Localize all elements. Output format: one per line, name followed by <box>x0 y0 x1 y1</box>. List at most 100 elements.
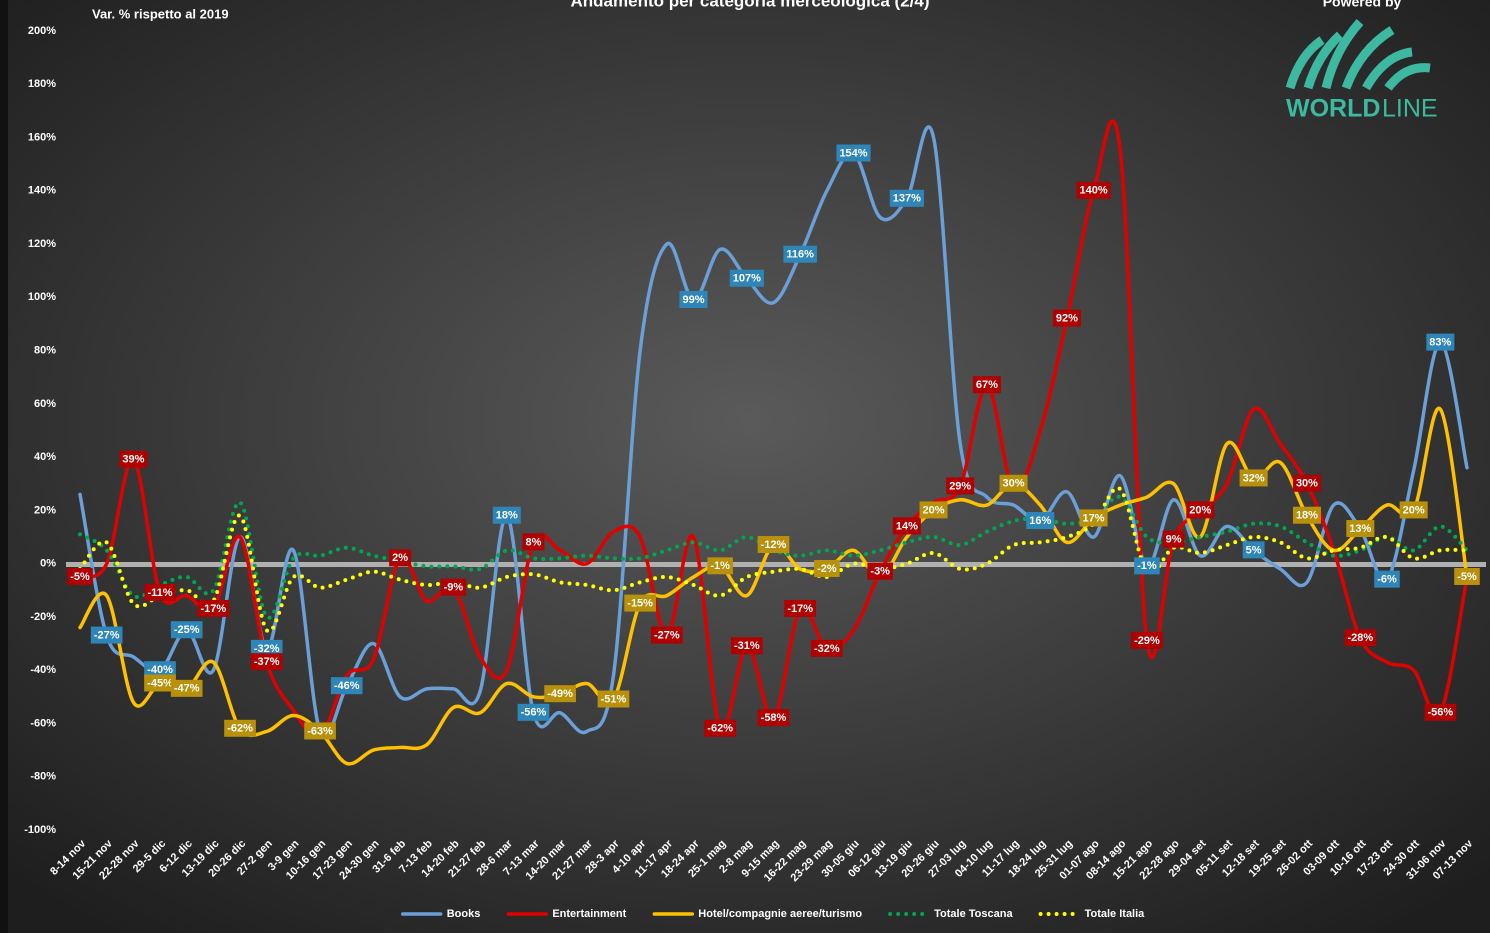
data-label-box <box>1162 530 1185 548</box>
y-tick-label: -60% <box>30 717 56 729</box>
data-label-box <box>170 621 203 639</box>
data-label-text: -12% <box>761 539 787 551</box>
data-label-text: -31% <box>734 640 760 652</box>
data-label-text: -37% <box>254 656 280 668</box>
data-label-text: 30% <box>1003 478 1025 490</box>
data-label: -2% <box>814 559 840 577</box>
data-label-text: -3% <box>870 566 890 578</box>
data-label: -62% <box>224 719 256 737</box>
data-label-box <box>836 144 871 162</box>
data-label: -28% <box>1344 629 1377 647</box>
data-label-text: -51% <box>601 693 627 705</box>
data-label-box <box>889 189 924 207</box>
data-label: -9% <box>440 578 467 596</box>
data-label-text: -5% <box>70 571 90 583</box>
data-label-box <box>1399 501 1428 519</box>
data-label-text: 39% <box>122 454 144 466</box>
data-label: 18% <box>1292 506 1321 524</box>
data-label-text: 107% <box>733 273 761 285</box>
data-label-box <box>784 599 817 617</box>
data-label: -31% <box>730 637 763 655</box>
data-label-box <box>597 690 630 708</box>
data-label: -5% <box>1454 567 1480 585</box>
data-label: 83% <box>1426 333 1455 351</box>
data-label-box <box>250 653 283 671</box>
y-tick-label: 120% <box>28 238 56 250</box>
data-label-box <box>1346 520 1375 538</box>
data-label-text: -2% <box>817 563 837 575</box>
data-label-box <box>1131 631 1163 649</box>
legend-label: Totale Italia <box>1085 908 1146 920</box>
data-label: 20% <box>1186 501 1215 519</box>
data-label-box <box>517 703 550 721</box>
data-label-text: 83% <box>1429 337 1451 349</box>
data-label: 30% <box>1292 474 1321 492</box>
data-label-box <box>250 639 283 657</box>
data-label-box <box>67 567 93 585</box>
data-label: -37% <box>250 653 283 671</box>
y-tick-label: 0% <box>40 558 56 570</box>
data-label-text: 20% <box>923 504 945 516</box>
data-label: 154% <box>836 144 871 162</box>
data-label-text: 99% <box>682 294 704 306</box>
y-tick-label: 100% <box>28 291 56 303</box>
data-label-box <box>389 549 412 567</box>
data-label-text: -58% <box>761 712 787 724</box>
data-label-box <box>197 599 230 617</box>
data-label-text: -1% <box>1137 560 1157 572</box>
data-label: -3% <box>867 562 893 580</box>
data-label-box <box>999 474 1028 492</box>
data-label: 14% <box>892 517 921 535</box>
data-label: -1% <box>1134 557 1160 575</box>
data-label-box <box>1079 509 1108 527</box>
data-label-text: 116% <box>786 249 814 261</box>
logo-brand: WORLD <box>1286 95 1380 123</box>
data-label-text: -62% <box>227 723 253 735</box>
data-label-box <box>119 450 148 468</box>
data-label: 20% <box>1399 501 1428 519</box>
data-label: -51% <box>597 690 630 708</box>
data-label: 17% <box>1079 509 1108 527</box>
data-label-text: -9% <box>444 582 464 594</box>
data-label: 20% <box>919 501 948 519</box>
data-label-text: -32% <box>254 643 280 655</box>
data-label: 9% <box>1162 530 1185 548</box>
data-label-text: 67% <box>976 379 998 391</box>
data-label-text: 92% <box>1056 313 1078 325</box>
data-label-box <box>90 626 123 644</box>
y-tick-label: 40% <box>34 451 56 463</box>
data-label-text: -1% <box>710 560 730 572</box>
data-label-text: 9% <box>1166 534 1182 546</box>
data-label-text: 154% <box>839 147 867 159</box>
data-label-box <box>170 679 203 697</box>
data-label-text: 137% <box>893 193 921 205</box>
data-label-box <box>1052 309 1081 327</box>
data-label-box <box>707 557 733 575</box>
data-label-box <box>1426 333 1455 351</box>
data-label: -56% <box>517 703 550 721</box>
data-label: -49% <box>544 685 576 703</box>
logo-mark <box>1285 19 1431 91</box>
data-label-text: 5% <box>1246 544 1262 556</box>
data-label-text: 30% <box>1296 478 1318 490</box>
data-label-box <box>304 722 336 740</box>
data-label-text: -17% <box>787 603 813 615</box>
data-label-box <box>679 290 708 308</box>
zero-line <box>66 562 1486 567</box>
data-label: -58% <box>757 709 790 727</box>
data-label-box <box>757 709 790 727</box>
data-label: 99% <box>679 290 708 308</box>
chart-subtitle: Var. % rispetto al 2019 <box>92 6 229 21</box>
data-label: -56% <box>1424 703 1457 721</box>
data-label-text: -17% <box>201 603 227 615</box>
data-label-text: 140% <box>1080 185 1108 197</box>
data-label-text: -27% <box>94 629 120 641</box>
data-label: -25% <box>170 621 203 639</box>
data-label-text: 17% <box>1083 512 1105 524</box>
data-label: 32% <box>1239 469 1268 487</box>
data-label-box <box>1292 506 1321 524</box>
data-label-text: 8% <box>525 536 541 548</box>
data-label-text: -28% <box>1347 632 1373 644</box>
data-label-text: -40% <box>147 664 173 676</box>
